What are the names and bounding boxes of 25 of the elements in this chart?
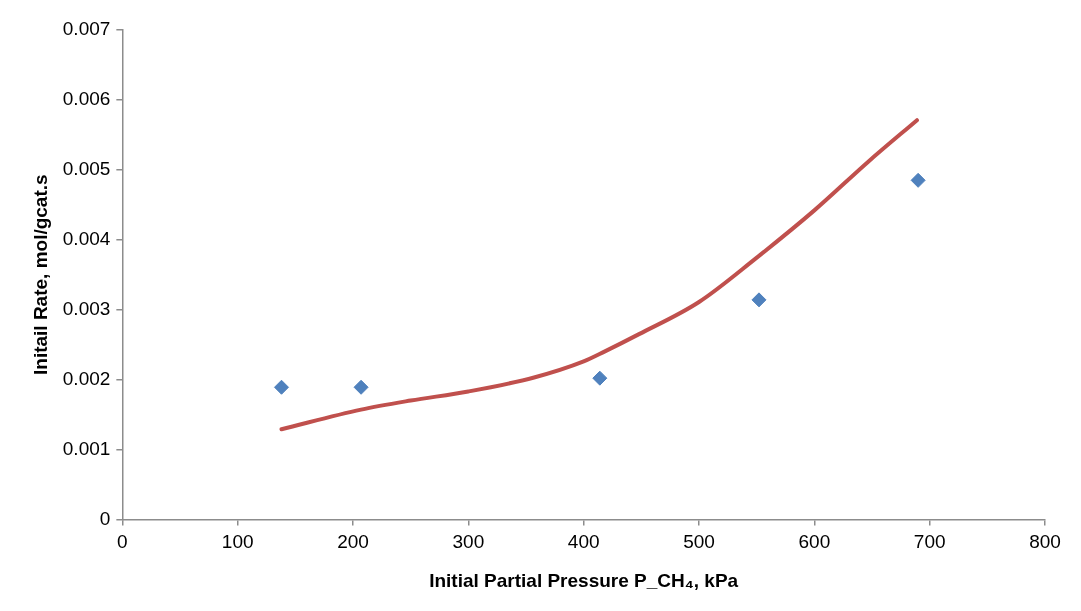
x-tick-label: 800 <box>1029 531 1061 553</box>
y-tick-label: 0.005 <box>62 158 111 180</box>
point <box>353 379 369 395</box>
x-tick-label: 300 <box>452 531 485 553</box>
y-tick-label: 0.006 <box>62 88 111 110</box>
y-tick-label: 0.001 <box>62 437 111 459</box>
x-tick-label: 700 <box>913 531 946 553</box>
point <box>910 172 926 188</box>
x-tick-label: 100 <box>221 531 254 553</box>
y-tick-label: 0.003 <box>62 297 111 319</box>
y-tick-label: 0.004 <box>62 227 111 249</box>
y-axis-title: Initail Rate, mol/gcat.s <box>29 174 51 375</box>
x-tick-label: 0 <box>117 531 128 553</box>
x-tick-label: 600 <box>798 531 831 553</box>
point <box>274 379 289 395</box>
y-tick-label: 0 <box>99 507 111 529</box>
x-axis-title: Initial Partial Pressure P_CH₄, kPa <box>429 569 739 591</box>
y-tick-label: 0.007 <box>62 18 111 40</box>
x-tick-label: 500 <box>683 531 715 553</box>
x-tick-label: 400 <box>567 531 600 553</box>
y-tick-label: 0.002 <box>62 367 111 389</box>
point <box>592 370 608 386</box>
x-tick-label: 200 <box>337 531 369 553</box>
line-series <box>279 118 919 432</box>
point <box>751 292 767 308</box>
